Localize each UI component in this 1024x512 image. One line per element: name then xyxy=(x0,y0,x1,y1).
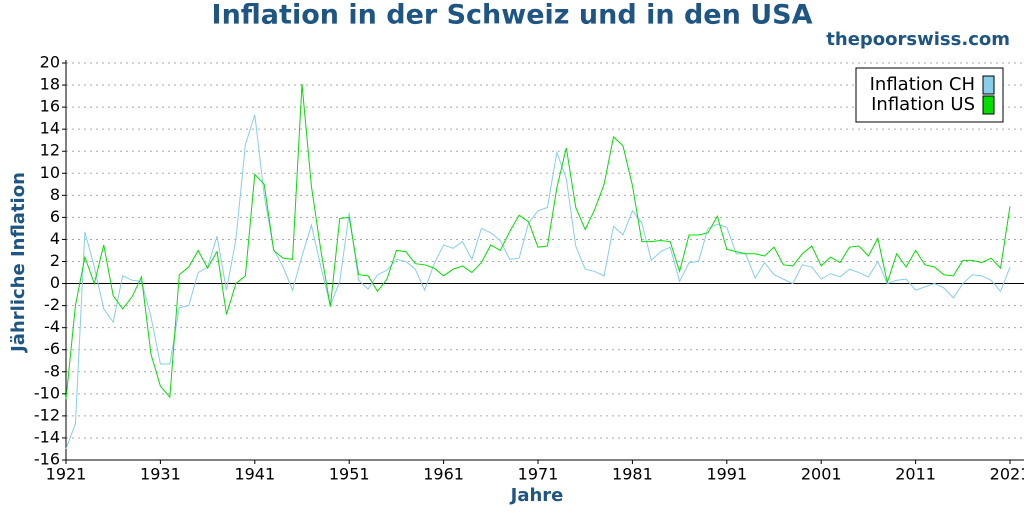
y-tick-label: 16 xyxy=(40,97,60,116)
y-tick-label: 0 xyxy=(50,273,60,292)
series-line xyxy=(65,114,1011,450)
y-tick-label: 14 xyxy=(40,119,60,138)
x-tick-label: 1981 xyxy=(612,465,653,484)
y-tick-label: 2 xyxy=(50,251,60,270)
y-tick-label: -16 xyxy=(34,450,60,469)
y-tick-label: 10 xyxy=(40,163,60,182)
y-tick-label: -2 xyxy=(44,295,60,314)
x-tick-label: 1961 xyxy=(423,465,464,484)
chart-subtitle: thepoorswiss.com xyxy=(826,29,1010,50)
y-tick-label: 4 xyxy=(50,229,60,248)
y-tick-label: 8 xyxy=(50,185,60,204)
y-axis-label: Jährliche Inflation xyxy=(8,172,29,354)
x-tick-label: 1921 xyxy=(46,465,87,484)
x-tick-label: 2021 xyxy=(990,465,1024,484)
y-tick-label: -8 xyxy=(44,361,60,380)
y-tick-label: -6 xyxy=(44,339,60,358)
y-tick-label: 20 xyxy=(40,53,60,72)
y-tick-label: 18 xyxy=(40,75,60,94)
x-tick-label: 1941 xyxy=(234,465,275,484)
x-tick-label: 1991 xyxy=(706,465,747,484)
x-axis-label: Jahre xyxy=(509,485,564,506)
legend-box xyxy=(855,67,1004,123)
x-tick-label: 2011 xyxy=(895,465,936,484)
x-tick-label: 1971 xyxy=(518,465,559,484)
series-line xyxy=(65,83,1011,400)
legend-swatch xyxy=(982,95,995,115)
legend-label: Inflation CH xyxy=(870,74,975,95)
x-tick-label: 1931 xyxy=(140,465,181,484)
chart-title: Inflation in der Schweiz und in den USA xyxy=(212,0,813,31)
legend-label: Inflation US xyxy=(871,94,975,115)
y-tick-label: -12 xyxy=(34,405,60,424)
y-tick-label: 12 xyxy=(40,141,60,160)
x-tick-label: 1951 xyxy=(329,465,370,484)
y-tick-label: 6 xyxy=(50,207,60,226)
y-tick-label: -14 xyxy=(34,427,60,446)
legend-swatch xyxy=(982,75,995,95)
x-tick-label: 2001 xyxy=(801,465,842,484)
y-tick-label: -10 xyxy=(34,383,60,402)
y-tick-label: -4 xyxy=(44,317,60,336)
